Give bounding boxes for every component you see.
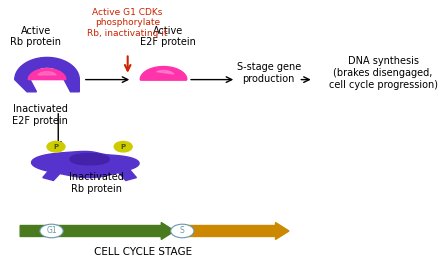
- Polygon shape: [38, 72, 56, 75]
- Text: Active G1 CDKs
phosphorylate
Rb, inactivating it: Active G1 CDKs phosphorylate Rb, inactiv…: [87, 8, 168, 38]
- Polygon shape: [28, 69, 66, 80]
- Polygon shape: [157, 70, 174, 74]
- Polygon shape: [64, 80, 79, 92]
- Text: P: P: [121, 144, 126, 150]
- Text: Inactivated
Rb protein: Inactivated Rb protein: [69, 172, 124, 193]
- Circle shape: [171, 224, 194, 238]
- Text: Active
Rb protein: Active Rb protein: [10, 26, 61, 47]
- Polygon shape: [115, 168, 137, 181]
- Text: Inactivated
E2F protein: Inactivated E2F protein: [13, 104, 68, 126]
- Text: S: S: [180, 227, 185, 235]
- Text: DNA synthesis
(brakes disengaged,
cell cycle progression): DNA synthesis (brakes disengaged, cell c…: [328, 56, 438, 90]
- Polygon shape: [31, 151, 139, 177]
- FancyArrow shape: [20, 222, 175, 240]
- Polygon shape: [15, 80, 36, 92]
- Polygon shape: [140, 67, 187, 80]
- Text: G1: G1: [46, 227, 57, 235]
- Polygon shape: [43, 168, 64, 181]
- Circle shape: [40, 224, 63, 238]
- Text: CELL CYCLE STAGE: CELL CYCLE STAGE: [94, 247, 193, 257]
- Text: S-stage gene
production: S-stage gene production: [237, 62, 301, 84]
- Circle shape: [114, 141, 132, 152]
- Polygon shape: [70, 154, 109, 165]
- Text: Active
E2F protein: Active E2F protein: [140, 26, 196, 47]
- Polygon shape: [15, 57, 79, 80]
- FancyArrow shape: [179, 222, 289, 240]
- Text: P: P: [53, 144, 59, 150]
- Circle shape: [47, 141, 65, 152]
